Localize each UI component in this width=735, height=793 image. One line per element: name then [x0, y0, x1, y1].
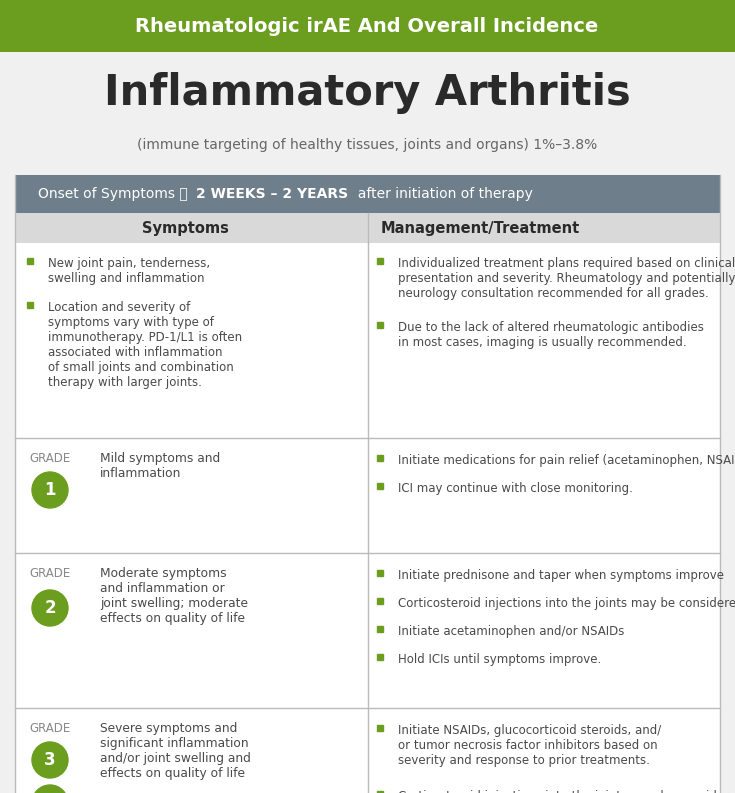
Text: Due to the lack of altered rheumatologic antibodies
in most cases, imaging is us: Due to the lack of altered rheumatologic… — [398, 321, 704, 349]
Text: 2 WEEKS – 2 YEARS: 2 WEEKS – 2 YEARS — [196, 187, 348, 201]
Bar — [15, 438, 720, 553]
Text: Initiate acetaminophen and/or NSAIDs: Initiate acetaminophen and/or NSAIDs — [398, 625, 624, 638]
Text: Severe symptoms and
significant inflammation
and/or joint swelling and
effects o: Severe symptoms and significant inflamma… — [100, 722, 251, 780]
Text: Mild symptoms and
inflammation: Mild symptoms and inflammation — [100, 452, 220, 480]
Circle shape — [32, 472, 68, 508]
Text: 1: 1 — [44, 481, 56, 499]
Text: after initiation of therapy: after initiation of therapy — [348, 187, 532, 201]
Bar — [15, 553, 720, 708]
Bar — [0, 52, 735, 147]
Text: Initiate medications for pain relief (acetaminophen, NSAIDs): Initiate medications for pain relief (ac… — [398, 454, 735, 467]
Text: Moderate symptoms
and inflammation or
joint swelling; moderate
effects on qualit: Moderate symptoms and inflammation or jo… — [100, 567, 248, 625]
Bar — [15, 708, 720, 793]
Circle shape — [32, 742, 68, 778]
Bar — [15, 175, 720, 213]
Text: Initiate prednisone and taper when symptoms improve: Initiate prednisone and taper when sympt… — [398, 569, 724, 582]
Text: Individualized treatment plans required based on clinical
presentation and sever: Individualized treatment plans required … — [398, 257, 735, 300]
Text: GRADE: GRADE — [29, 567, 71, 580]
Text: Corticosteroid injections into the joints may be considered: Corticosteroid injections into the joint… — [398, 597, 735, 610]
Text: Onset of Symptoms ⌛: Onset of Symptoms ⌛ — [38, 187, 196, 201]
Text: Location and severity of
symptoms vary with type of
immunotherapy. PD-1/L1 is of: Location and severity of symptoms vary w… — [48, 301, 242, 389]
Text: Inflammatory Arthritis: Inflammatory Arthritis — [104, 72, 631, 114]
Text: GRADE: GRADE — [29, 452, 71, 465]
Circle shape — [32, 590, 68, 626]
Text: 3: 3 — [44, 751, 56, 769]
Text: Corticosteroid injections into the joints may be considered: Corticosteroid injections into the joint… — [398, 790, 735, 793]
Text: (immune targeting of healthy tissues, joints and organs) 1%–3.8%: (immune targeting of healthy tissues, jo… — [137, 138, 597, 152]
Text: New joint pain, tenderness,
swelling and inflammation: New joint pain, tenderness, swelling and… — [48, 257, 210, 285]
Circle shape — [32, 785, 68, 793]
Text: Initiate NSAIDs, glucocorticoid steroids, and/
or tumor necrosis factor inhibito: Initiate NSAIDs, glucocorticoid steroids… — [398, 724, 662, 767]
Text: Management/Treatment: Management/Treatment — [381, 220, 580, 236]
Text: Hold ICIs until symptoms improve.: Hold ICIs until symptoms improve. — [398, 653, 601, 666]
Bar — [15, 213, 720, 243]
Text: 2: 2 — [44, 599, 56, 617]
Bar — [15, 243, 720, 438]
Bar — [0, 0, 735, 52]
Text: ICI may continue with close monitoring.: ICI may continue with close monitoring. — [398, 482, 633, 495]
Text: GRADE: GRADE — [29, 722, 71, 735]
Text: Symptoms: Symptoms — [142, 220, 229, 236]
Text: Rheumatologic irAE And Overall Incidence: Rheumatologic irAE And Overall Incidence — [135, 17, 598, 36]
